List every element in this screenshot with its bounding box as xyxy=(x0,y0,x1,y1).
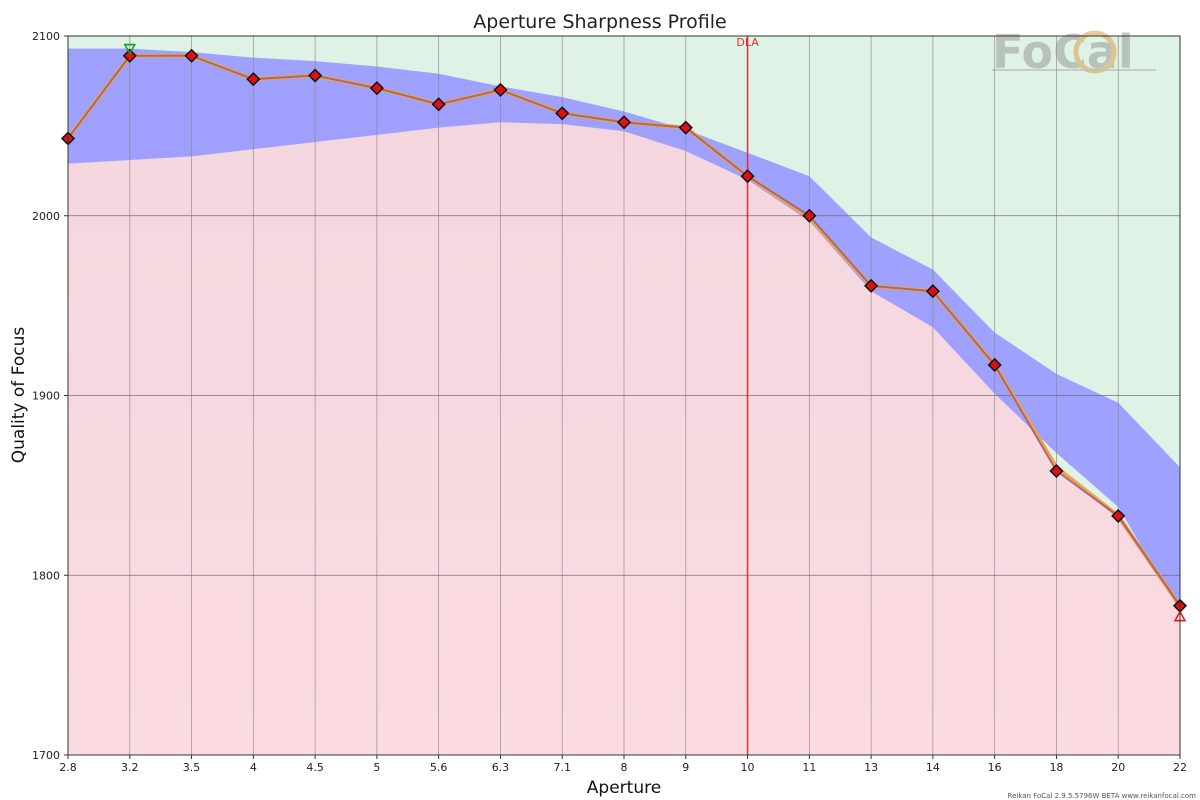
x-tick-label: 3.5 xyxy=(183,761,201,774)
dla-label: DLA xyxy=(736,36,759,49)
x-axis-title: Aperture xyxy=(587,778,661,798)
chart-title: Aperture Sharpness Profile xyxy=(473,11,726,33)
data-point xyxy=(987,357,1002,373)
data-point xyxy=(555,106,570,121)
data-point xyxy=(1111,508,1126,523)
data-point xyxy=(616,115,632,130)
x-tick-label: 20 xyxy=(1111,761,1125,774)
x-tick-label: 4 xyxy=(250,761,257,774)
x-tick-label: 4.5 xyxy=(306,761,324,774)
x-tick-label: 9 xyxy=(682,761,689,774)
data-point xyxy=(431,97,446,112)
x-tick-label: 10 xyxy=(741,761,755,774)
x-tick-label: 5.6 xyxy=(430,761,448,774)
y-tick-labels: 1700 1800 1900 2000 2100 xyxy=(32,30,68,762)
data-point xyxy=(740,169,755,184)
sharpness-band xyxy=(68,48,1180,612)
focal-logo: FoCal xyxy=(992,25,1156,79)
x-tick-label: 7.1 xyxy=(553,761,571,774)
data-point xyxy=(122,48,137,63)
x-tick-labels: 2.8 3.2 3.5 4 4.5 5 5.6 6.3 7.1 8 9 10 11 13 14 16 18 20 2… xyxy=(59,755,1187,774)
data-points xyxy=(60,48,1188,613)
x-tick-label: 16 xyxy=(988,761,1002,774)
data-point xyxy=(308,68,323,83)
x-tick-label: 13 xyxy=(864,761,878,774)
x-tick-label: 14 xyxy=(926,761,940,774)
data-point xyxy=(246,72,261,87)
x-tick-label: 22 xyxy=(1173,761,1187,774)
data-point xyxy=(678,120,693,135)
data-point xyxy=(184,48,199,63)
logo-ring-icon xyxy=(1073,30,1117,74)
data-point xyxy=(925,284,940,299)
data-point xyxy=(802,208,817,223)
x-tick-label: 3.2 xyxy=(121,761,139,774)
data-point xyxy=(864,278,879,293)
data-point xyxy=(1049,463,1064,479)
dla-marker: DLA xyxy=(736,36,759,755)
y-tick-label: 2000 xyxy=(32,210,60,223)
x-tick-label: 11 xyxy=(802,761,816,774)
x-tick-label: 2.8 xyxy=(59,761,77,774)
data-point xyxy=(493,82,508,97)
data-point xyxy=(369,81,384,96)
x-tick-label: 8 xyxy=(621,761,628,774)
x-tick-label: 6.3 xyxy=(492,761,510,774)
x-tick-label: 18 xyxy=(1049,761,1063,774)
y-axis-title: Quality of Focus xyxy=(9,327,29,464)
y-tick-label: 2100 xyxy=(32,30,60,43)
x-tick-label: 5 xyxy=(373,761,380,774)
y-tick-label: 1900 xyxy=(32,390,60,403)
y-tick-label: 1800 xyxy=(32,569,60,582)
footer-credit: Reikan FoCal 2.9.5.5796W BETA www.reikan… xyxy=(1008,792,1197,800)
y-tick-label: 1700 xyxy=(32,749,60,762)
